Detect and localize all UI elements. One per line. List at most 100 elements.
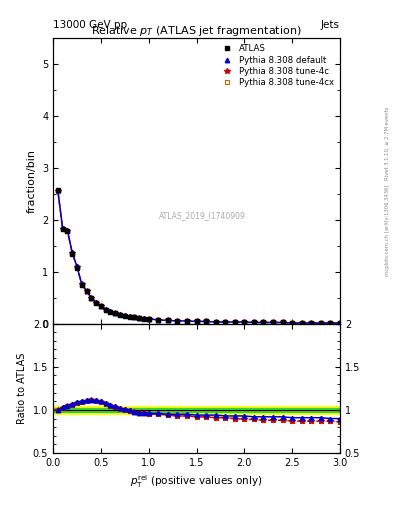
- Pythia 8.308 default: [204, 318, 208, 325]
- ATLAS: [194, 318, 199, 325]
- Pythia 8.308 tune-4c: [242, 319, 247, 326]
- Pythia 8.308 tune-4cx: [232, 319, 237, 325]
- Pythia 8.308 tune-4c: [132, 314, 137, 321]
- ATLAS: [146, 316, 151, 323]
- ATLAS: [252, 319, 256, 326]
- Pythia 8.308 default: [299, 320, 304, 326]
- Bar: [53, 408, 340, 412]
- ATLAS: [89, 295, 94, 301]
- Pythia 8.308 default: [137, 315, 141, 321]
- Pythia 8.308 tune-4cx: [271, 319, 275, 326]
- Pythia 8.308 tune-4cx: [113, 310, 118, 316]
- Pythia 8.308 tune-4cx: [55, 188, 60, 194]
- ATLAS: [309, 320, 314, 326]
- Pythia 8.308 tune-4cx: [108, 309, 113, 315]
- Pythia 8.308 default: [280, 319, 285, 326]
- Text: mcplots.cern.ch [arXiv:1306.3436]: mcplots.cern.ch [arXiv:1306.3436]: [385, 185, 389, 276]
- Pythia 8.308 default: [175, 318, 180, 324]
- Pythia 8.308 tune-4cx: [175, 318, 180, 324]
- Title: Relative $p_T$ (ATLAS jet fragmentation): Relative $p_T$ (ATLAS jet fragmentation): [91, 24, 302, 38]
- ATLAS: [79, 282, 84, 288]
- Pythia 8.308 default: [118, 311, 122, 317]
- Pythia 8.308 tune-4c: [127, 314, 132, 320]
- ATLAS: [84, 288, 89, 294]
- Pythia 8.308 tune-4cx: [223, 319, 228, 325]
- Pythia 8.308 tune-4cx: [252, 319, 256, 326]
- ATLAS: [280, 319, 285, 326]
- Pythia 8.308 default: [194, 318, 199, 325]
- Pythia 8.308 default: [156, 317, 161, 323]
- Pythia 8.308 default: [146, 316, 151, 322]
- Pythia 8.308 tune-4c: [108, 309, 113, 315]
- Pythia 8.308 tune-4c: [118, 312, 122, 318]
- Pythia 8.308 tune-4cx: [204, 318, 208, 325]
- Pythia 8.308 tune-4c: [146, 316, 151, 323]
- ATLAS: [165, 317, 170, 324]
- ATLAS: [156, 317, 161, 323]
- ATLAS: [108, 309, 113, 315]
- ATLAS: [338, 320, 342, 326]
- Pythia 8.308 tune-4cx: [65, 228, 70, 234]
- Pythia 8.308 default: [328, 320, 333, 326]
- Pythia 8.308 tune-4cx: [318, 320, 323, 326]
- ATLAS: [318, 320, 323, 326]
- ATLAS: [94, 300, 99, 306]
- ATLAS: [118, 312, 122, 318]
- Pythia 8.308 default: [55, 187, 60, 194]
- Pythia 8.308 tune-4c: [75, 264, 79, 270]
- Pythia 8.308 default: [89, 294, 94, 301]
- Pythia 8.308 tune-4cx: [156, 317, 161, 323]
- Pythia 8.308 default: [123, 312, 127, 318]
- ATLAS: [99, 303, 103, 309]
- Pythia 8.308 tune-4c: [165, 317, 170, 324]
- Pythia 8.308 tune-4cx: [242, 319, 247, 326]
- Pythia 8.308 tune-4c: [299, 320, 304, 326]
- ATLAS: [60, 226, 65, 232]
- ATLAS: [328, 320, 333, 326]
- Pythia 8.308 tune-4cx: [127, 314, 132, 320]
- ATLAS: [232, 319, 237, 325]
- ATLAS: [261, 319, 266, 326]
- Pythia 8.308 default: [338, 320, 342, 326]
- Pythia 8.308 default: [70, 249, 75, 255]
- Pythia 8.308 tune-4c: [156, 317, 161, 323]
- Pythia 8.308 tune-4c: [252, 319, 256, 326]
- ATLAS: [213, 319, 218, 325]
- Pythia 8.308 tune-4c: [185, 318, 189, 324]
- Pythia 8.308 default: [232, 319, 237, 325]
- ATLAS: [103, 307, 108, 313]
- Pythia 8.308 tune-4cx: [99, 303, 103, 309]
- Pythia 8.308 tune-4cx: [89, 294, 94, 301]
- Pythia 8.308 default: [127, 313, 132, 319]
- Pythia 8.308 tune-4cx: [118, 312, 122, 318]
- Pythia 8.308 tune-4c: [318, 320, 323, 326]
- ATLAS: [137, 315, 141, 322]
- Pythia 8.308 default: [141, 315, 146, 322]
- Pythia 8.308 default: [94, 299, 99, 305]
- Pythia 8.308 tune-4cx: [213, 319, 218, 325]
- ATLAS: [175, 318, 180, 324]
- Bar: [53, 406, 340, 414]
- ATLAS: [271, 319, 275, 326]
- Line: Pythia 8.308 tune-4cx: Pythia 8.308 tune-4cx: [56, 188, 342, 325]
- Pythia 8.308 tune-4cx: [309, 320, 314, 326]
- Pythia 8.308 tune-4c: [232, 319, 237, 325]
- Pythia 8.308 tune-4c: [213, 319, 218, 325]
- Pythia 8.308 default: [132, 314, 137, 321]
- Pythia 8.308 tune-4c: [123, 313, 127, 319]
- Pythia 8.308 default: [185, 318, 189, 324]
- Pythia 8.308 default: [65, 227, 70, 233]
- Y-axis label: Ratio to ATLAS: Ratio to ATLAS: [17, 353, 27, 424]
- ATLAS: [127, 314, 132, 320]
- Pythia 8.308 default: [79, 281, 84, 287]
- Pythia 8.308 tune-4c: [309, 320, 314, 326]
- Pythia 8.308 default: [84, 288, 89, 294]
- Pythia 8.308 tune-4c: [141, 316, 146, 322]
- Pythia 8.308 default: [242, 319, 247, 325]
- Pythia 8.308 tune-4c: [103, 307, 108, 313]
- Y-axis label: fraction/bin: fraction/bin: [26, 149, 37, 213]
- Pythia 8.308 tune-4c: [55, 188, 60, 194]
- ATLAS: [132, 314, 137, 321]
- Legend: ATLAS, Pythia 8.308 default, Pythia 8.308 tune-4c, Pythia 8.308 tune-4cx: ATLAS, Pythia 8.308 default, Pythia 8.30…: [217, 42, 336, 89]
- Text: Jets: Jets: [321, 19, 340, 30]
